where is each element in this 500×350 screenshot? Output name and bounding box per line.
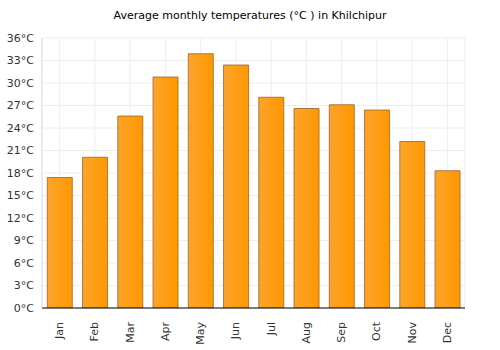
svg-text:36°C: 36°C — [8, 32, 34, 45]
svg-text:Feb: Feb — [88, 322, 101, 341]
svg-text:9°C: 9°C — [14, 234, 34, 247]
svg-text:27°C: 27°C — [8, 99, 34, 112]
svg-text:30°C: 30°C — [8, 77, 34, 90]
svg-text:12°C: 12°C — [8, 212, 34, 225]
svg-text:Mar: Mar — [124, 322, 137, 343]
svg-text:6°C: 6°C — [14, 257, 34, 270]
svg-text:Sep: Sep — [335, 322, 348, 343]
svg-text:Nov: Nov — [406, 322, 419, 344]
svg-text:May: May — [194, 322, 207, 345]
svg-text:18°C: 18°C — [8, 167, 34, 180]
svg-text:Jan: Jan — [53, 322, 66, 340]
svg-text:Oct: Oct — [370, 321, 383, 341]
svg-text:Apr: Apr — [159, 322, 172, 342]
svg-text:33°C: 33°C — [8, 54, 34, 67]
svg-text:24°C: 24°C — [8, 122, 34, 135]
svg-text:15°C: 15°C — [8, 189, 34, 202]
svg-text:Aug: Aug — [300, 322, 313, 343]
svg-text:Jul: Jul — [265, 322, 278, 336]
svg-text:3°C: 3°C — [14, 279, 34, 292]
svg-text:Jun: Jun — [229, 322, 242, 340]
svg-text:21°C: 21°C — [8, 144, 34, 157]
svg-text:Dec: Dec — [441, 322, 454, 343]
svg-text:0°C: 0°C — [14, 302, 34, 315]
html-text:Average monthly temperatures (: Average monthly temperatures (°C ) in Kh… — [113, 9, 387, 22]
